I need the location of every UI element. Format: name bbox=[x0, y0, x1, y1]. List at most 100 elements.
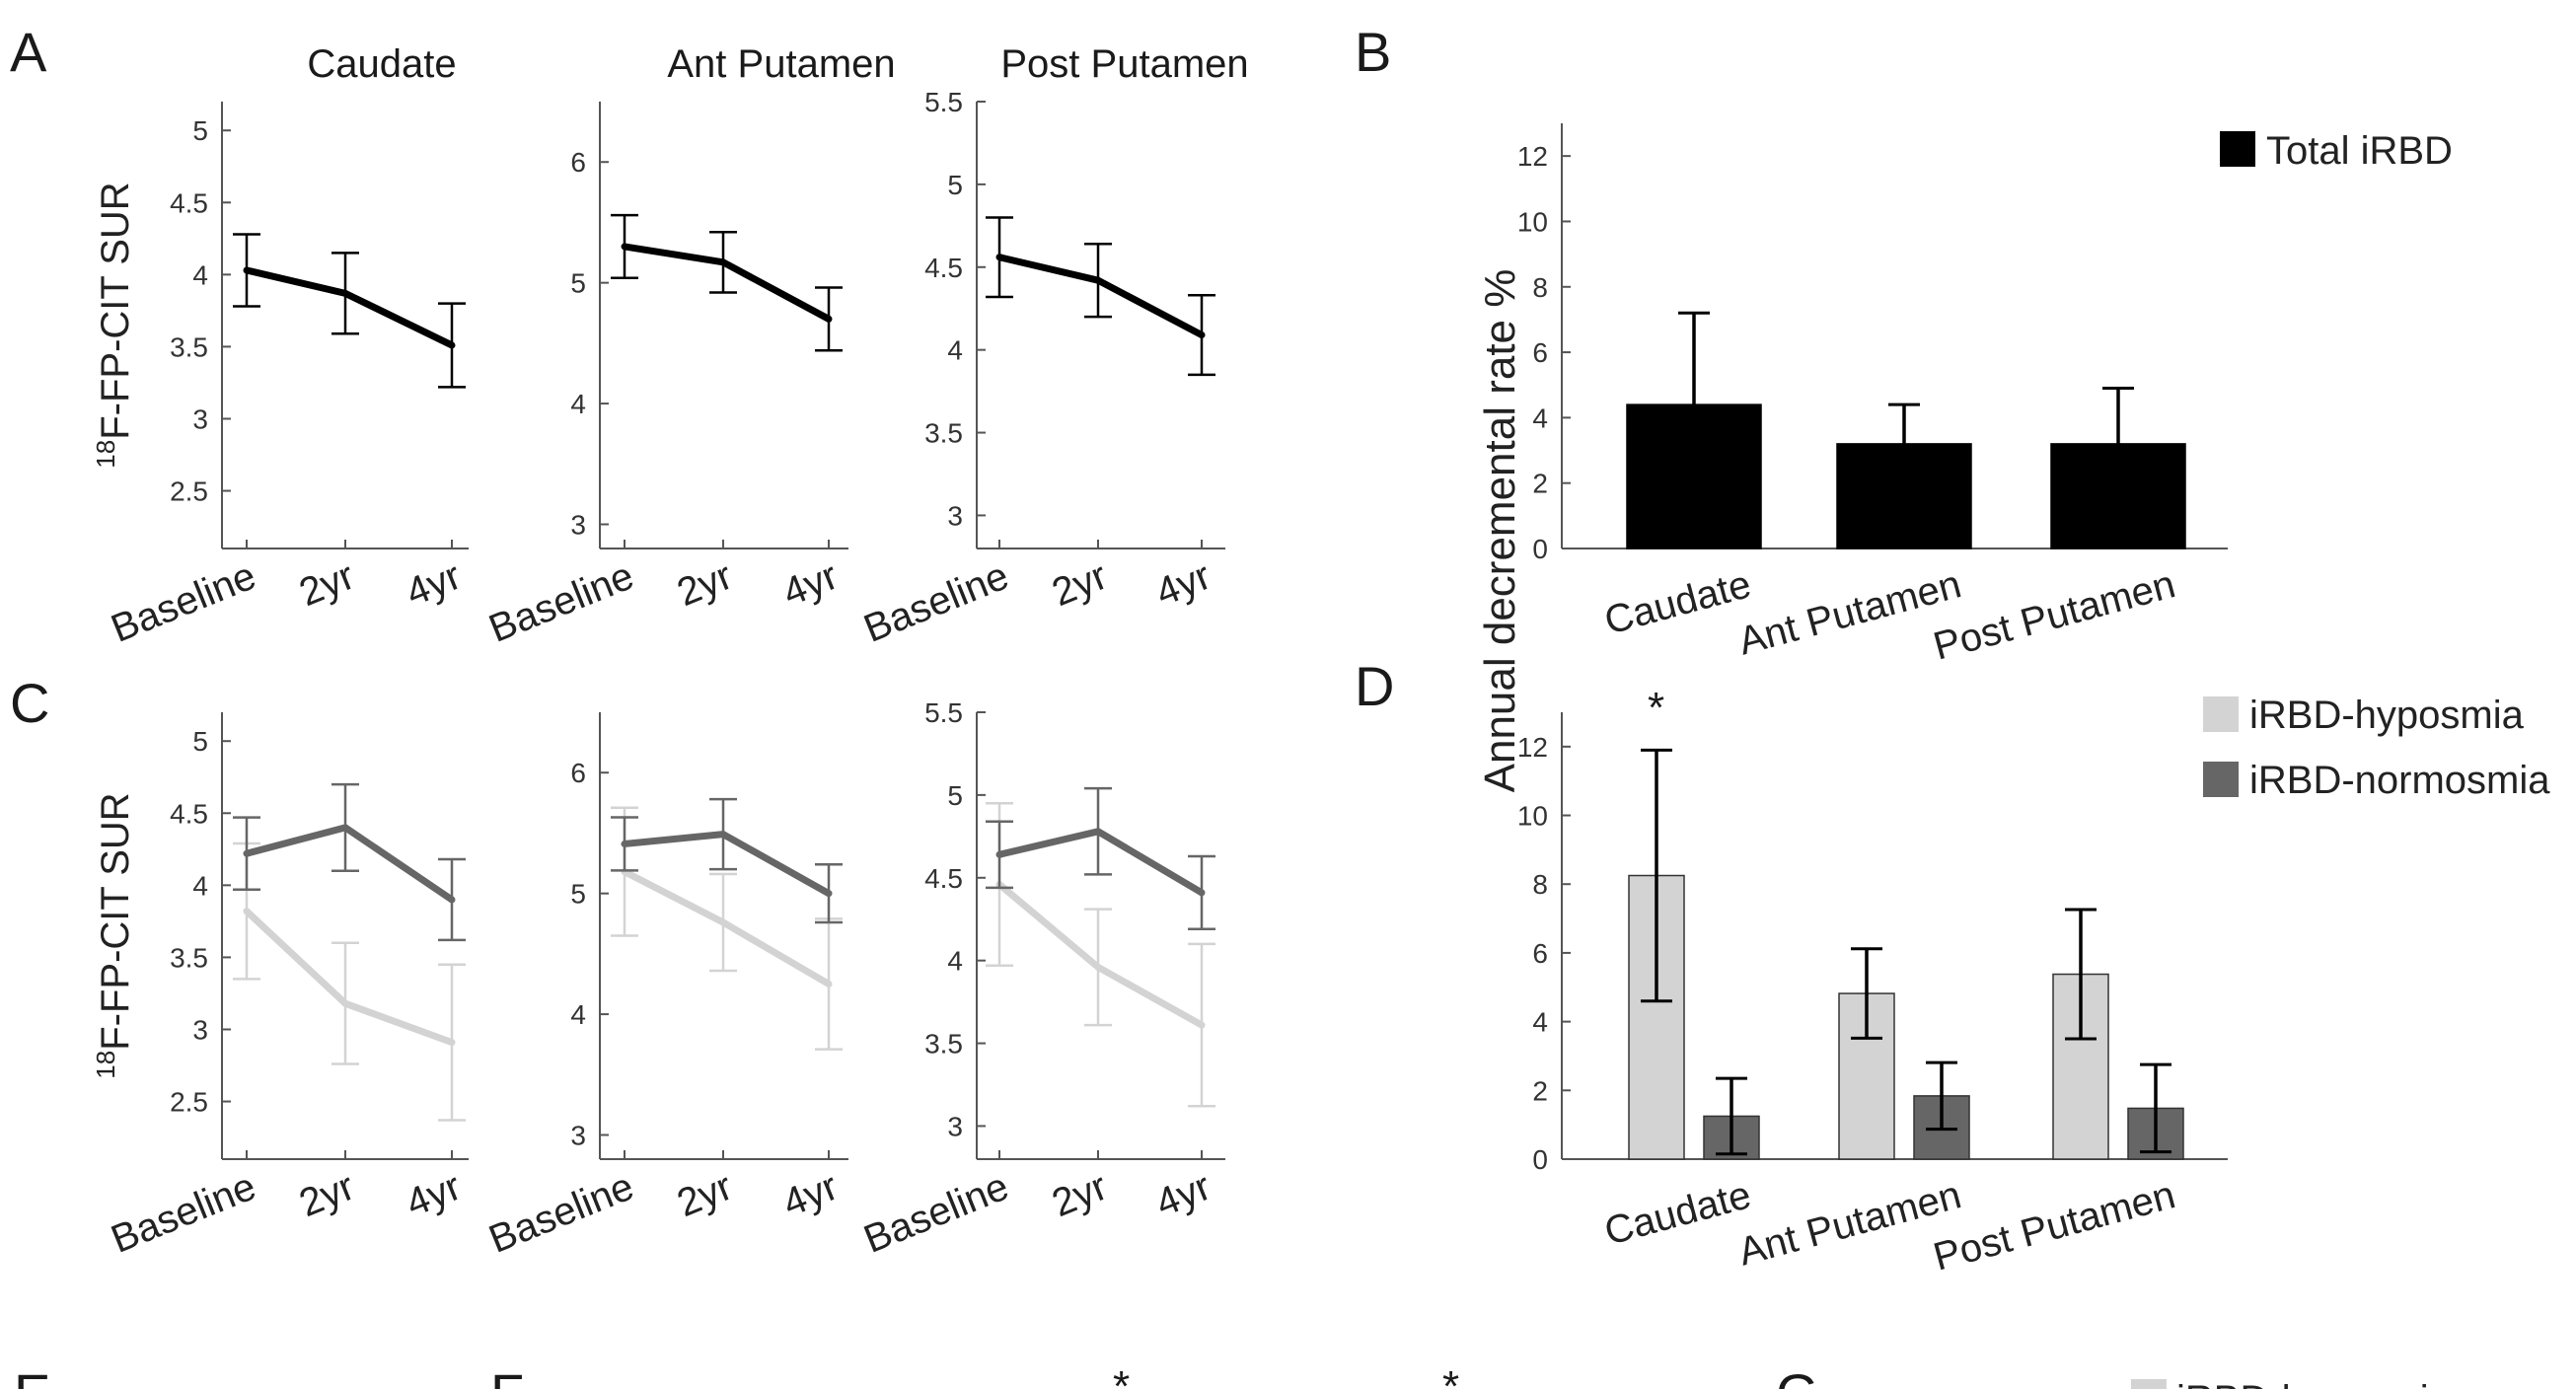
y-tick-label: 6 bbox=[570, 147, 586, 178]
x-tick-label: Baseline bbox=[483, 1165, 640, 1262]
series-0 bbox=[1626, 311, 2186, 549]
y-tick-label: 12 bbox=[1517, 141, 1548, 172]
chart-a-ant-putamen: 3 4 5 6 Ant Putamen Baseline 2yr 4yr bbox=[483, 42, 896, 651]
legend-d-label-hyposmia: iRBD-hyposmia bbox=[2249, 694, 2525, 737]
y-tick-label: 3 bbox=[192, 1014, 208, 1045]
y-tick-label: 4.5 bbox=[170, 798, 208, 829]
x-tick-label: 4yr bbox=[400, 554, 467, 616]
chart-title: Ant Putamen bbox=[667, 42, 895, 86]
y-tick-label: 4 bbox=[192, 870, 208, 901]
y-tick-label: 6 bbox=[1532, 938, 1548, 969]
series-line bbox=[623, 868, 831, 987]
y-tick-label: 3 bbox=[570, 510, 586, 541]
data-point bbox=[341, 289, 349, 297]
x-tick-label: 4yr bbox=[776, 554, 844, 616]
y-tick-label: 12 bbox=[1517, 732, 1548, 763]
data-point bbox=[825, 890, 833, 898]
data-point bbox=[995, 254, 1003, 261]
legend-d-swatch-normosmia bbox=[2203, 762, 2239, 797]
chart-a-caudate: 2.5 3 3.5 4 4.5 5 Caudate Baseline 2yr 4yr 18F-FP-… bbox=[91, 42, 469, 651]
panel-letter-c: C bbox=[10, 672, 49, 734]
y-tick-label: 3.5 bbox=[170, 942, 208, 973]
legend-g-label: iRBD-hyposmia bbox=[2176, 1378, 2452, 1389]
bottom-annotation-1: * bbox=[1113, 1362, 1130, 1389]
y-tick-label: 4.5 bbox=[924, 863, 963, 894]
series-line bbox=[998, 828, 1204, 896]
x-tick-label: Post Putamen bbox=[1929, 1173, 2179, 1279]
chart-c-post-putamen: 3 3.5 4 4.5 5 5.5 Baseline 2yr 4yr bbox=[858, 697, 1225, 1262]
x-tick-label: Baseline bbox=[858, 1165, 1015, 1262]
data-point bbox=[448, 1039, 456, 1047]
y-axis-label-superscript: 18 bbox=[91, 1051, 120, 1079]
x-tick-label: 2yr bbox=[671, 554, 738, 616]
data-point bbox=[243, 908, 251, 915]
significance-star: * bbox=[1648, 684, 1664, 732]
bottom-annotation-2: * bbox=[1442, 1362, 1459, 1389]
series-line bbox=[624, 243, 831, 323]
data-point bbox=[1094, 828, 1102, 836]
y-tick-label: 10 bbox=[1517, 206, 1548, 237]
panel-letter-a: A bbox=[10, 21, 47, 83]
x-tick-label: 2yr bbox=[671, 1165, 738, 1226]
x-tick-label: Caudate bbox=[1600, 562, 1755, 643]
series-line bbox=[996, 881, 1204, 1029]
data-point bbox=[448, 896, 456, 904]
data-point bbox=[448, 341, 456, 349]
y-tick-label: 0 bbox=[1532, 534, 1548, 564]
y-tick-label: 5 bbox=[947, 780, 963, 811]
y-tick-label: 2 bbox=[1532, 1075, 1548, 1106]
y-tick-label: 8 bbox=[1532, 272, 1548, 303]
x-tick-label: Baseline bbox=[483, 554, 640, 651]
y-tick-label: 2 bbox=[1532, 469, 1548, 499]
series-line bbox=[246, 824, 454, 903]
series-1 bbox=[233, 782, 466, 942]
x-tick-label: 2yr bbox=[1046, 554, 1113, 616]
y-tick-label: 3.5 bbox=[924, 418, 963, 449]
y-axis-label-superscript: 18 bbox=[91, 440, 120, 469]
y-tick-label: 3 bbox=[192, 403, 208, 434]
legend-d-label-normosmia: iRBD-normosmia bbox=[2249, 759, 2550, 802]
x-tick-label: Baseline bbox=[106, 1165, 262, 1262]
data-point bbox=[995, 850, 1003, 858]
data-point bbox=[1198, 889, 1206, 897]
legend-g-swatch bbox=[2131, 1379, 2167, 1389]
y-tick-label: 3 bbox=[947, 500, 963, 531]
y-tick-label: 3.5 bbox=[170, 331, 208, 362]
x-tick-label: Baseline bbox=[858, 554, 1015, 651]
y-tick-label: 6 bbox=[570, 758, 586, 788]
y-tick-label: 5 bbox=[570, 268, 586, 299]
series-line bbox=[998, 254, 1204, 338]
x-tick-label: Baseline bbox=[106, 554, 262, 651]
series-0 bbox=[611, 213, 843, 352]
series-0 bbox=[986, 216, 1215, 377]
y-tick-label: 4 bbox=[1532, 402, 1548, 433]
x-tick-label: Caudate bbox=[1600, 1173, 1755, 1254]
series-0 bbox=[1628, 748, 2109, 1160]
data-point bbox=[1094, 963, 1102, 971]
data-point bbox=[719, 258, 727, 266]
data-point bbox=[341, 999, 349, 1007]
data-point bbox=[1198, 331, 1206, 339]
chart-c-ant-putamen: 3 4 5 6 Baseline 2yr 4yr bbox=[483, 712, 848, 1262]
x-tick-label: Post Putamen bbox=[1929, 562, 2179, 669]
x-tick-label: 4yr bbox=[1149, 1165, 1216, 1226]
data-point bbox=[825, 980, 833, 987]
data-point bbox=[1198, 1021, 1206, 1029]
data-point bbox=[825, 315, 833, 323]
y-tick-label: 3 bbox=[570, 1121, 586, 1151]
y-axis-label: Annual decremental rate % bbox=[1476, 269, 1524, 793]
y-axis-label: 18F-FP-CIT SUR bbox=[91, 792, 137, 1078]
x-tick-label: Ant Putamen bbox=[1734, 1173, 1966, 1274]
y-tick-label: 5 bbox=[947, 170, 963, 200]
data-point bbox=[621, 840, 628, 847]
legend-b-swatch bbox=[2220, 131, 2255, 167]
series-1 bbox=[986, 786, 1215, 931]
x-tick-label: 2yr bbox=[1046, 1165, 1113, 1226]
y-tick-label: 5 bbox=[192, 726, 208, 757]
y-tick-label: 4 bbox=[570, 389, 586, 419]
data-point bbox=[719, 831, 727, 839]
series-0 bbox=[986, 802, 1215, 1108]
